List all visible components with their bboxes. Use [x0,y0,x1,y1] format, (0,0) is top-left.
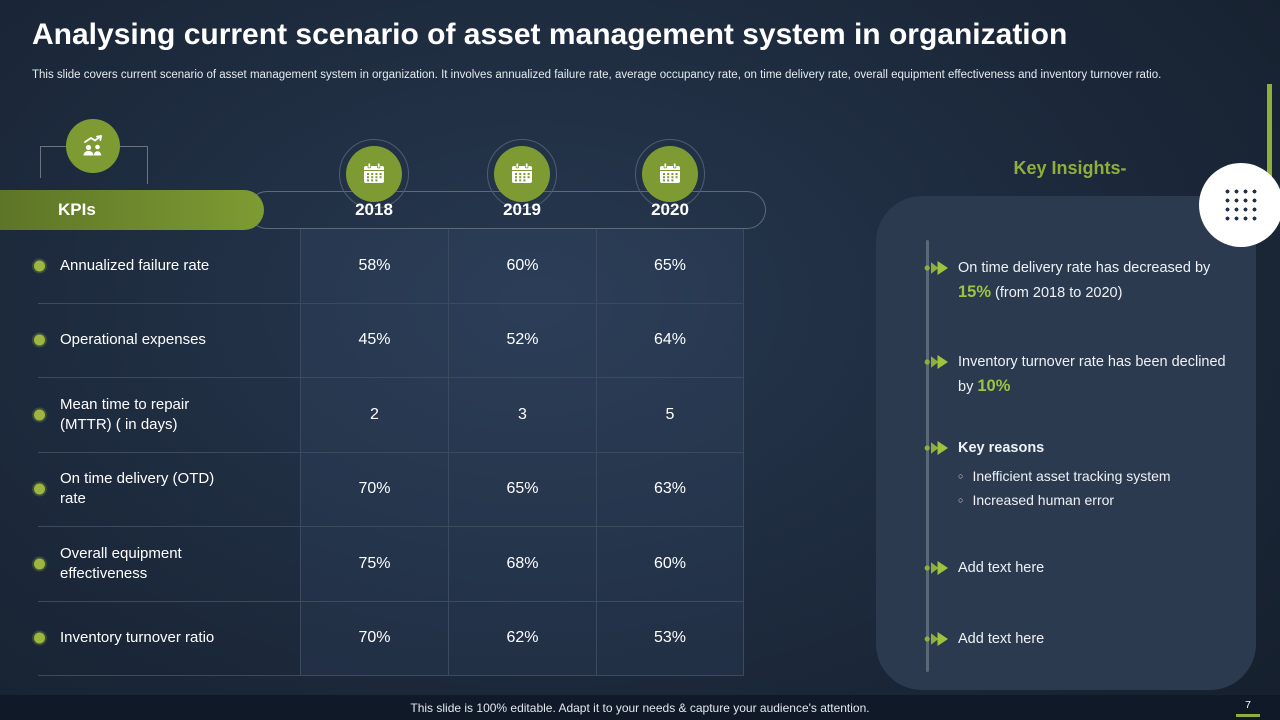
fast-forward-arrow-icon [924,354,950,378]
insight-text: On time delivery rate has decreased by 1… [958,258,1232,305]
calendar-ring [635,139,705,209]
table-row: Mean time to repair (MTTR) ( in days) 2 … [38,378,744,453]
add-text-placeholder[interactable]: Add text here [958,631,1045,647]
row-label: On time delivery (OTD) rate [38,453,300,527]
cell-value: 68% [448,527,596,602]
slide-title: Analysing current scenario of asset mana… [32,18,1068,51]
cell-value: 45% [300,303,448,378]
calendar-ring [339,139,409,209]
cell-value: 53% [596,601,744,676]
reason-item: Inefficient asset tracking system [958,466,1232,487]
insight-text: Inventory turnover rate has been decline… [958,352,1232,399]
icon-bracket-right [120,146,148,184]
calendar-icon [494,146,550,202]
insight-item: Add text here [924,629,1232,651]
calendar-badge-2020 [635,139,705,209]
dots-grid-icon [1223,187,1259,223]
row-label: Inventory turnover ratio [38,602,300,676]
slide-subtitle: This slide covers current scenario of as… [32,69,1162,81]
year-header-2020: 2020 [651,200,689,219]
cell-value: 3 [448,378,596,453]
icon-bracket-left [40,146,68,178]
row-label: Operational expenses [38,304,300,378]
table-row: Annualized failure rate 58% 60% 65% [38,229,744,304]
insight-text-segment: On time delivery rate has decreased by [958,260,1211,276]
cell-value: 60% [596,527,744,602]
bottom-strip [0,695,1280,720]
cell-value: 75% [300,527,448,602]
year-header-2019: 2019 [503,200,541,219]
year-header-2018: 2018 [355,200,393,219]
insight-item: Inventory turnover rate has been decline… [924,352,1232,399]
cell-value: 63% [596,452,744,527]
dots-decoration-circle [1199,163,1280,247]
kpi-table: Annualized failure rate 58% 60% 65% Oper… [38,229,744,676]
calendar-icon [346,146,402,202]
table-row: Overall equipment effectiveness 75% 68% … [38,527,744,602]
cell-value: 2 [300,378,448,453]
page-number: 7 [1236,699,1260,717]
row-label: Overall equipment effectiveness [38,527,300,602]
cell-value: 62% [448,601,596,676]
calendar-icon [642,146,698,202]
cell-value: 70% [300,452,448,527]
add-text-placeholder[interactable]: Add text here [958,560,1045,576]
table-row: Inventory turnover ratio 70% 62% 53% [38,601,744,676]
reason-item: Increased human error [958,490,1232,511]
year-header-row: 2018 2019 2020 [300,191,744,229]
fast-forward-arrow-icon [924,560,950,584]
cell-value: 70% [300,601,448,676]
calendar-badge-2018 [339,139,409,209]
row-label: Annualized failure rate [38,229,300,304]
insight-item: On time delivery rate has decreased by 1… [924,258,1232,305]
calendar-ring [487,139,557,209]
insight-item: Key reasons Inefficient asset tracking s… [924,438,1232,511]
fast-forward-arrow-icon [924,440,950,464]
fast-forward-arrow-icon [924,260,950,284]
kpi-header-pill: KPIs [0,190,264,230]
table-row: Operational expenses 45% 52% 64% [38,303,744,378]
cell-value: 65% [448,452,596,527]
cell-value: 58% [300,229,448,304]
cell-value: 52% [448,303,596,378]
cell-value: 60% [448,229,596,304]
calendar-badge-2019 [487,139,557,209]
table-row: On time delivery (OTD) rate 70% 65% 63% [38,452,744,527]
people-growth-icon [66,119,120,173]
cell-value: 5 [596,378,744,453]
insight-text-segment: (from 2018 to 2020) [991,284,1123,301]
insight-text-segment: Inventory turnover rate has been decline… [958,354,1226,395]
insights-timeline [926,240,929,672]
row-label: Mean time to repair (MTTR) ( in days) [38,378,300,453]
highlight-value: 10% [977,376,1011,395]
cell-value: 64% [596,303,744,378]
slide-footer-note: This slide is 100% editable. Adapt it to… [410,701,870,715]
insight-title: Key reasons [958,440,1045,456]
kpi-header-label: KPIs [58,200,96,219]
insight-item: Add text here [924,558,1232,580]
fast-forward-arrow-icon [924,631,950,655]
key-reasons-list: Inefficient asset tracking system Increa… [958,466,1232,511]
highlight-value: 15% [958,282,992,301]
accent-bar [1267,84,1272,186]
cell-value: 65% [596,229,744,304]
key-insights-heading: Key Insights- [1013,158,1127,178]
